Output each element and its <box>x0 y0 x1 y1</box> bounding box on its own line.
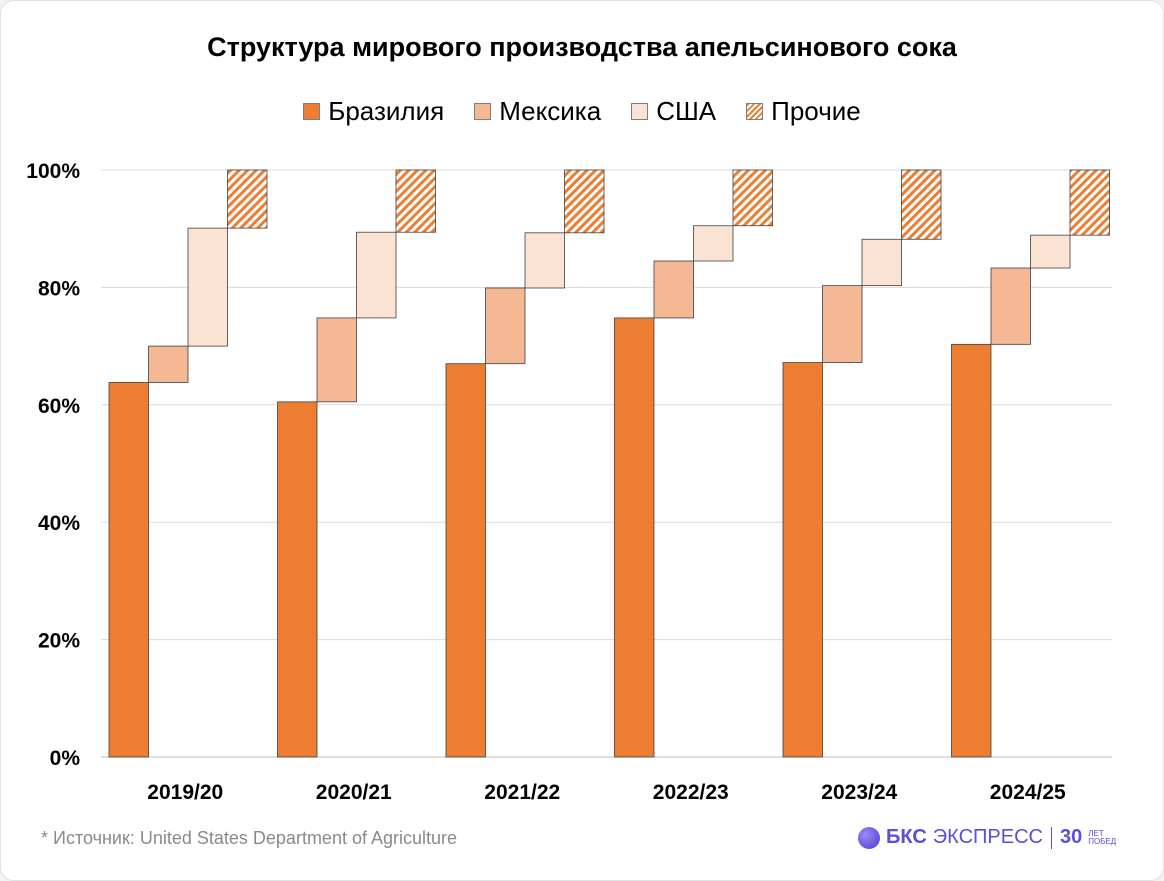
legend-label-mexico: Мексика <box>499 96 602 126</box>
legend-item-usa: США <box>631 96 716 127</box>
bar-usa <box>187 227 228 347</box>
bar-mexico <box>653 260 694 319</box>
y-tick-label: 100% <box>26 160 80 183</box>
bar-mexico <box>990 267 1031 345</box>
legend-item-brazil: Бразилия <box>303 96 444 127</box>
legend-label-brazil: Бразилия <box>328 96 445 126</box>
source-note: * Источник: United States Department of … <box>41 828 458 848</box>
bar-brazil <box>782 362 823 758</box>
bar-brazil <box>951 343 992 758</box>
bar-brazil <box>614 317 655 758</box>
bar-brazil <box>108 382 149 758</box>
bar-others <box>1069 169 1110 236</box>
legend-item-mexico: Мексика <box>474 96 601 127</box>
legend-label-usa: США <box>656 96 717 126</box>
x-tick-label: 2019/20 <box>147 781 223 804</box>
bar-usa <box>524 232 565 289</box>
bar-others <box>227 169 268 229</box>
legend-swatch-mexico <box>474 103 492 120</box>
brand-circle-icon <box>858 826 880 849</box>
bar-others <box>564 169 605 234</box>
x-tick-label: 2020/21 <box>316 781 392 804</box>
brand-separator <box>1050 826 1052 849</box>
bar-brazil <box>277 401 318 758</box>
legend-swatch-brazil <box>303 103 321 120</box>
bar-usa <box>356 231 397 319</box>
brand-30: 30 <box>1059 826 1083 848</box>
bar-others <box>732 169 773 227</box>
brand-name: БКС <box>886 826 927 848</box>
brand-suffix: ЭКСПРЕСС <box>932 826 1043 848</box>
x-tick-label: 2021/22 <box>484 781 560 804</box>
bar-usa <box>861 238 902 287</box>
bar-usa <box>693 225 734 262</box>
x-tick-label: 2024/25 <box>990 781 1066 804</box>
y-tick-label: 0% <box>50 747 81 770</box>
brand-small-1: ЛЕТ <box>1088 828 1104 838</box>
x-tick-label: 2022/23 <box>653 781 729 804</box>
y-tick-label: 60% <box>38 395 80 418</box>
bar-others <box>395 169 436 233</box>
bar-mexico <box>316 317 357 403</box>
chart-title: Структура мирового производства апельсин… <box>207 32 957 62</box>
x-tick-label: 2023/24 <box>821 781 897 804</box>
y-tick-label: 80% <box>38 277 80 300</box>
legend: Бразилия Мексика США Прочие <box>0 96 1164 127</box>
brand-logo: БКС ЭКСПРЕСС 30 ЛЕТ ПОБЕД <box>858 826 1116 849</box>
legend-label-others: Прочие <box>771 96 861 126</box>
bar-mexico <box>148 345 189 383</box>
brand-small-text: ЛЕТ ПОБЕД <box>1088 828 1117 846</box>
brand-small-2: ПОБЕД <box>1088 836 1117 846</box>
bar-others <box>901 169 942 240</box>
legend-item-others: Прочие <box>746 96 861 127</box>
legend-swatch-usa <box>631 103 649 120</box>
bar-brazil <box>445 363 486 758</box>
bar-usa <box>1030 234 1071 269</box>
bar-mexico <box>485 287 526 365</box>
y-tick-label: 20% <box>38 630 80 653</box>
y-tick-label: 40% <box>38 512 80 535</box>
bar-mexico <box>822 285 863 363</box>
legend-swatch-others <box>746 103 764 120</box>
